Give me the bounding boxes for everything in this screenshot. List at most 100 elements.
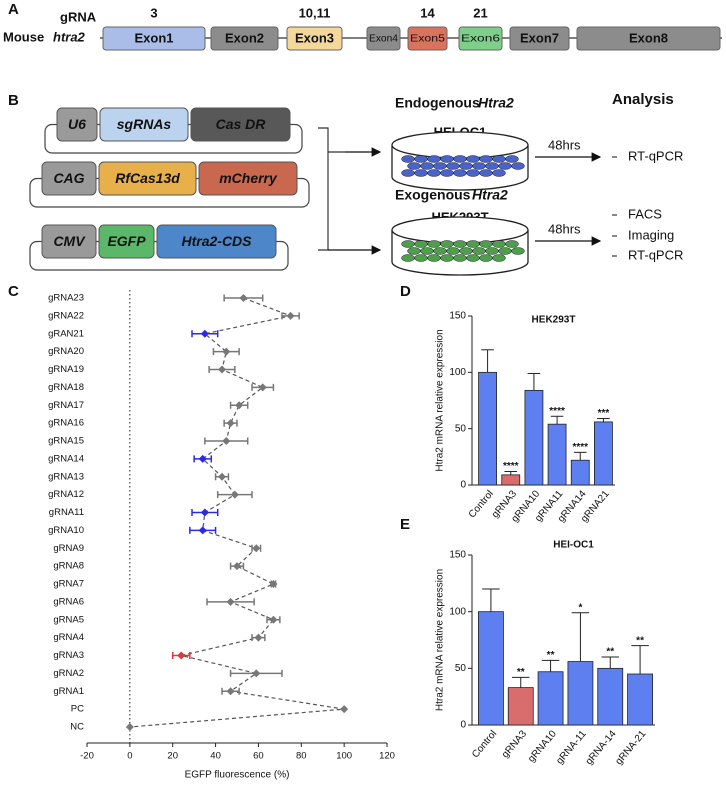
endogenous-gene: Htra2 bbox=[478, 95, 514, 111]
connecting-line bbox=[129, 297, 345, 728]
construct-element bbox=[198, 161, 298, 196]
y-tick-label: gRNA18 bbox=[48, 382, 84, 393]
cell bbox=[485, 162, 499, 170]
exon-box bbox=[576, 26, 721, 51]
cell bbox=[472, 162, 486, 170]
analysis-item: RT-qPCR bbox=[628, 148, 683, 163]
y-tick-label: 100 bbox=[449, 367, 466, 378]
bar bbox=[478, 611, 504, 726]
y-tick-label: gRNA23 bbox=[48, 293, 84, 304]
cell bbox=[401, 254, 415, 262]
significance-label: **** bbox=[572, 442, 588, 453]
construct-label: EGFP bbox=[107, 233, 146, 249]
significance-label: ** bbox=[517, 667, 525, 678]
time-label: 48hrs bbox=[548, 221, 581, 236]
point bbox=[252, 544, 261, 553]
cell bbox=[453, 169, 467, 177]
cell bbox=[414, 240, 428, 248]
x-tick-label: 120 bbox=[379, 751, 395, 762]
construct-label: Htra2-CDS bbox=[181, 233, 252, 249]
bar bbox=[501, 474, 521, 486]
panel-letter: A bbox=[8, 1, 19, 18]
cell bbox=[466, 155, 480, 163]
cell bbox=[466, 254, 480, 262]
x-tick-label: 40 bbox=[210, 751, 221, 762]
y-axis-label: Htra2 mRNA relative expression bbox=[435, 329, 446, 471]
cell bbox=[492, 254, 506, 262]
grna-site: 10,11 bbox=[299, 5, 331, 20]
species-label: Mouse bbox=[3, 29, 44, 44]
dish bbox=[391, 216, 529, 244]
cell bbox=[485, 247, 499, 255]
grna-site: 14 bbox=[420, 5, 435, 20]
significance-label: ** bbox=[547, 650, 555, 661]
construct-label: U6 bbox=[68, 116, 86, 132]
construct-element bbox=[56, 107, 98, 142]
bar bbox=[537, 671, 564, 726]
cell bbox=[446, 247, 460, 255]
cell bbox=[407, 162, 421, 170]
y-tick-label: gRNA14 bbox=[48, 453, 84, 464]
cell bbox=[453, 240, 467, 248]
point bbox=[252, 669, 261, 678]
x-tick-label: gRNA-21 bbox=[614, 728, 649, 767]
point bbox=[340, 705, 349, 714]
point bbox=[235, 401, 244, 410]
cell bbox=[498, 162, 512, 170]
analysis-item: RT-qPCR bbox=[628, 247, 683, 262]
exon-label: Exon4 bbox=[369, 34, 398, 45]
y-tick-label: gRNA19 bbox=[48, 364, 84, 375]
x-tick-label: 20 bbox=[167, 751, 178, 762]
point bbox=[222, 347, 231, 356]
bar bbox=[627, 673, 653, 726]
cell bbox=[466, 169, 480, 177]
significance-label: ** bbox=[606, 647, 614, 658]
point bbox=[218, 472, 226, 481]
cell bbox=[453, 155, 467, 163]
panel-letter: C bbox=[8, 283, 19, 300]
y-tick-label: gRNA1 bbox=[53, 686, 84, 697]
x-tick-label: Control bbox=[470, 729, 499, 761]
y-tick-label: 50 bbox=[455, 423, 467, 434]
cell bbox=[420, 247, 434, 255]
point bbox=[233, 562, 241, 571]
exon-box bbox=[210, 26, 279, 51]
cell bbox=[401, 169, 415, 177]
point bbox=[226, 419, 235, 428]
cell bbox=[492, 169, 506, 177]
y-tick-label: gRNA5 bbox=[53, 614, 84, 625]
y-tick-label: 50 bbox=[455, 663, 467, 674]
x-tick-label: gRNA3 bbox=[500, 728, 529, 760]
y-axis-label: Htra2 mRNA relative expression bbox=[435, 569, 446, 711]
bar bbox=[547, 423, 567, 486]
exon-label: Exon7 bbox=[520, 30, 559, 45]
exon-box bbox=[286, 26, 343, 51]
y-tick-label: 150 bbox=[449, 550, 466, 561]
y-tick-label: gRNA3 bbox=[53, 650, 84, 661]
exon-label: Exon8 bbox=[629, 30, 668, 45]
exogenous-gene: Htra2 bbox=[472, 187, 508, 203]
cell bbox=[401, 240, 415, 248]
y-tick-label: gRNA4 bbox=[53, 632, 84, 643]
exon-box bbox=[102, 26, 206, 51]
cell bbox=[498, 247, 512, 255]
cell bbox=[511, 162, 525, 170]
bar bbox=[507, 687, 534, 726]
y-tick-label: gRNA15 bbox=[48, 436, 84, 447]
construct-element bbox=[190, 107, 291, 142]
point bbox=[198, 526, 207, 535]
gene-label: htra2 bbox=[53, 29, 86, 44]
cell bbox=[440, 254, 454, 262]
cell bbox=[440, 155, 454, 163]
chart-title: HEK293T bbox=[532, 315, 576, 326]
y-tick-label: PC bbox=[71, 704, 84, 715]
construct-element bbox=[98, 224, 155, 259]
construct-element bbox=[156, 224, 277, 259]
exogenous-title: Exogenous bbox=[395, 187, 471, 203]
cell bbox=[427, 155, 441, 163]
exon-label: Exon3 bbox=[295, 30, 334, 45]
construct-element bbox=[98, 161, 197, 196]
construct-label: CAG bbox=[53, 170, 84, 186]
bar bbox=[594, 421, 613, 486]
cell bbox=[492, 240, 506, 248]
